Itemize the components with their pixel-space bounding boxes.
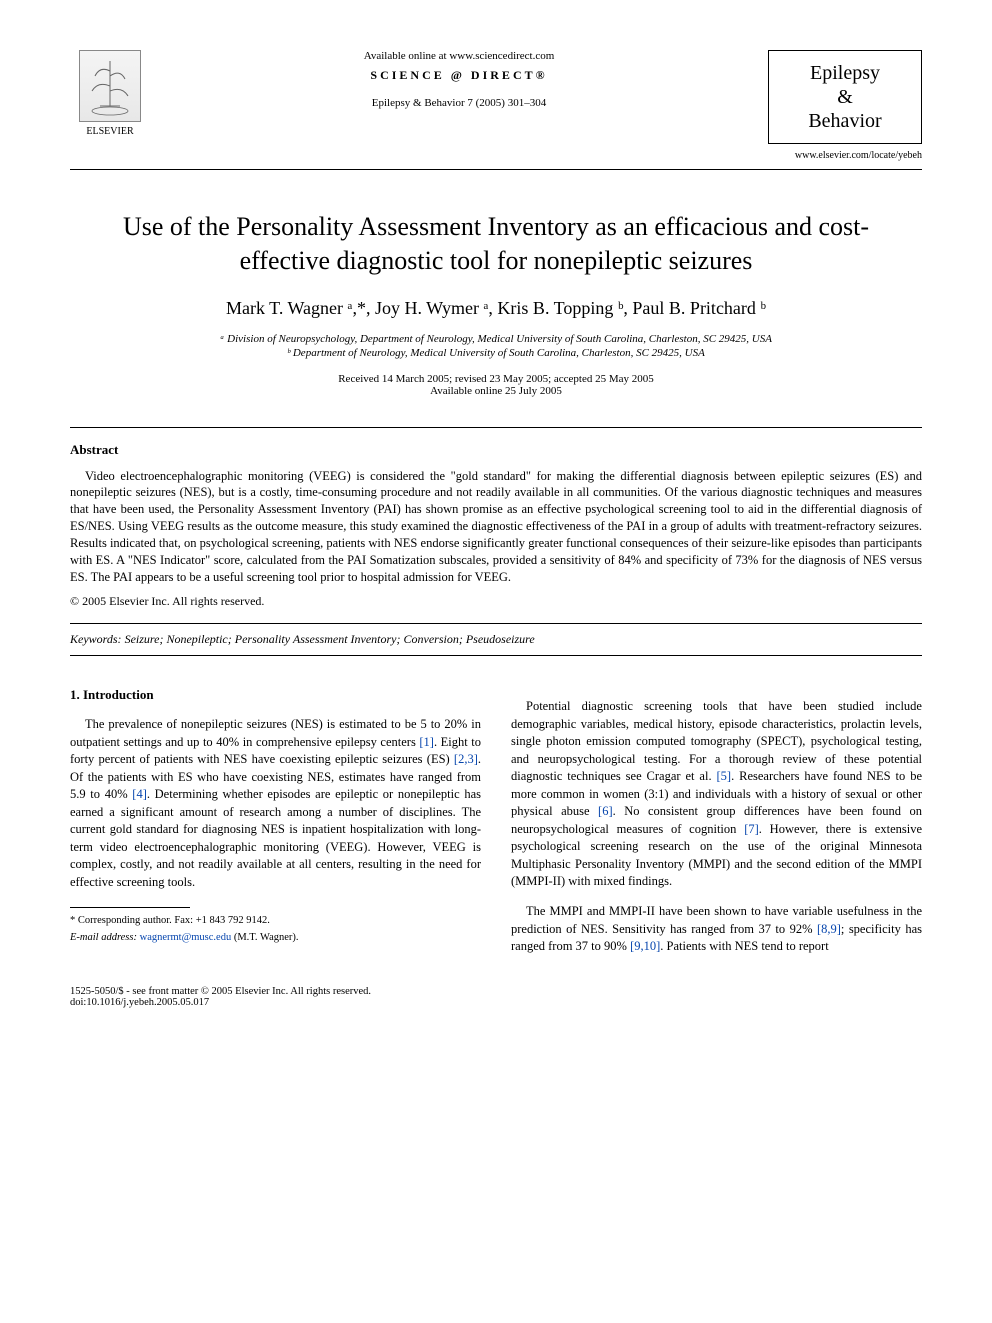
journal-title-1: Epilepsy — [775, 61, 915, 85]
journal-title-box: Epilepsy & Behavior — [768, 50, 922, 144]
email-label: E-mail address: — [70, 932, 140, 943]
ref-2-3[interactable]: [2,3] — [454, 752, 478, 766]
abstract-text: Video electroencephalographic monitoring… — [70, 468, 922, 586]
abstract-heading: Abstract — [70, 442, 922, 458]
keywords-block: Keywords: Seizure; Nonepileptic; Persona… — [70, 623, 922, 656]
section-1-heading: 1. Introduction — [70, 686, 481, 704]
ref-9-10[interactable]: [9,10] — [630, 939, 660, 953]
email-note: E-mail address: wagnermt@musc.edu (M.T. … — [70, 931, 481, 946]
header-center: Available online at www.sciencedirect.co… — [150, 50, 768, 109]
journal-title-2: Behavior — [775, 109, 915, 133]
ref-8-9[interactable]: [8,9] — [817, 922, 841, 936]
keywords-label: Keywords: — [70, 632, 122, 646]
ref-1[interactable]: [1] — [419, 735, 434, 749]
corresponding-author-note: * Corresponding author. Fax: +1 843 792 … — [70, 914, 481, 929]
intro-para-2: Potential diagnostic screening tools tha… — [511, 698, 922, 891]
article-dates: Received 14 March 2005; revised 23 May 2… — [70, 373, 922, 397]
elsevier-tree-icon — [79, 50, 141, 122]
abstract-body: Video electroencephalographic monitoring… — [70, 469, 922, 584]
elsevier-logo: ELSEVIER — [70, 50, 150, 137]
authors-line: Mark T. Wagner ᵃ,*, Joy H. Wymer ᵃ, Kris… — [70, 298, 922, 319]
column-right: Potential diagnostic screening tools tha… — [511, 686, 922, 966]
article-page: ELSEVIER Available online at www.science… — [0, 0, 992, 1048]
publisher-name: ELSEVIER — [70, 126, 150, 137]
intro-para-3: The MMPI and MMPI-II have been shown to … — [511, 903, 922, 956]
ref-4[interactable]: [4] — [132, 787, 147, 801]
ref-7[interactable]: [7] — [744, 822, 759, 836]
page-header: ELSEVIER Available online at www.science… — [70, 50, 922, 170]
journal-url: www.elsevier.com/locate/yebeh — [768, 150, 922, 161]
p1d: . Determining whether episodes are epile… — [70, 787, 481, 889]
email-suffix: (M.T. Wagner). — [231, 932, 298, 943]
journal-brand-block: Epilepsy & Behavior www.elsevier.com/loc… — [768, 50, 922, 161]
author-email[interactable]: wagnermt@musc.edu — [140, 932, 232, 943]
intro-para-1: The prevalence of nonepileptic seizures … — [70, 716, 481, 891]
ref-5[interactable]: [5] — [717, 769, 732, 783]
abstract-rule — [70, 427, 922, 428]
received-date: Received 14 March 2005; revised 23 May 2… — [70, 373, 922, 385]
front-matter-line: 1525-5050/$ - see front matter © 2005 El… — [70, 986, 922, 997]
affiliation-b: ᵇ Department of Neurology, Medical Unive… — [70, 347, 922, 359]
p3c: . Patients with NES tend to report — [660, 939, 828, 953]
affiliation-a: ᵃ Division of Neuropsychology, Departmen… — [70, 333, 922, 345]
footnote-separator — [70, 907, 190, 908]
citation-line: Epilepsy & Behavior 7 (2005) 301–304 — [150, 97, 768, 109]
keywords-text: Seizure; Nonepileptic; Personality Asses… — [122, 632, 535, 646]
body-columns: 1. Introduction The prevalence of nonepi… — [70, 686, 922, 966]
journal-title-amp: & — [775, 85, 915, 109]
ref-6[interactable]: [6] — [598, 804, 613, 818]
sciencedirect-logo: SCIENCE @ DIRECT® — [150, 68, 768, 83]
doi-line: doi:10.1016/j.yebeh.2005.05.017 — [70, 997, 922, 1008]
online-date: Available online 25 July 2005 — [70, 385, 922, 397]
article-title: Use of the Personality Assessment Invent… — [100, 210, 892, 278]
column-left: 1. Introduction The prevalence of nonepi… — [70, 686, 481, 966]
abstract-copyright: © 2005 Elsevier Inc. All rights reserved… — [70, 594, 922, 609]
page-footer: 1525-5050/$ - see front matter © 2005 El… — [70, 986, 922, 1008]
available-online-text: Available online at www.sciencedirect.co… — [150, 50, 768, 62]
